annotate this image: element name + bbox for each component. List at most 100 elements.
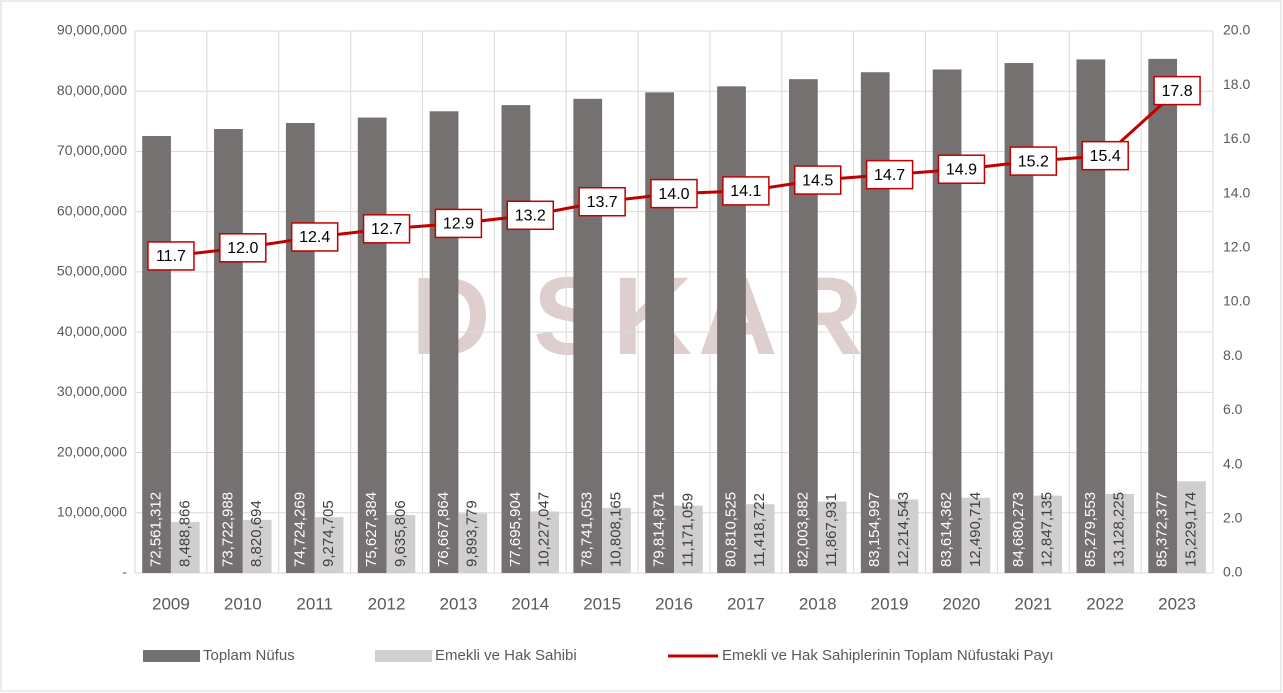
bar (860, 72, 890, 573)
bar (817, 501, 847, 573)
data-label-box (506, 200, 555, 231)
data-label: 12.4 (299, 229, 330, 246)
data-label-box (1081, 140, 1129, 171)
bar (1033, 495, 1063, 573)
data-label: 17.8 (1161, 83, 1192, 100)
x-tick-label: 2013 (439, 594, 477, 613)
x-tick-label: 2019 (871, 594, 909, 613)
legend-swatch (143, 650, 200, 662)
y2-tick-label: 12.0 (1223, 239, 1250, 255)
y2-tick-label: 20.0 (1223, 22, 1250, 38)
bar-value-label: 11,418,722 (751, 493, 768, 567)
y-tick-label: 20,000,000 (57, 443, 127, 459)
legend-swatch (375, 650, 432, 662)
bar (717, 86, 746, 573)
bar (645, 92, 674, 574)
y-tick-label: 30,000,000 (57, 383, 127, 399)
data-label: 14.7 (874, 167, 905, 184)
bar-value-label: 72,561,312 (148, 492, 165, 567)
data-label-box (290, 222, 339, 252)
x-tick-label: 2018 (799, 594, 837, 613)
bar (573, 98, 603, 573)
bar-value-label: 82,003,882 (794, 492, 811, 567)
bar-value-label: 78,741,053 (579, 492, 596, 567)
bar (357, 117, 387, 573)
legend-label: Emekli ve Hak Sahiplerinin Toplam Nüfust… (722, 647, 1054, 664)
bar (889, 499, 919, 573)
y-tick-label: 50,000,000 (57, 263, 127, 279)
bar-value-label: 77,695,904 (507, 492, 524, 567)
data-label-box (650, 178, 698, 209)
data-label: 11.7 (156, 248, 186, 265)
data-label: 15.4 (1090, 148, 1121, 165)
data-label: 13.2 (515, 207, 546, 224)
y2-tick-label: 4.0 (1223, 455, 1243, 471)
x-tick-label: 2020 (943, 594, 981, 613)
bar (1148, 58, 1178, 573)
bar (386, 514, 416, 573)
y-tick-label: 90,000,000 (57, 22, 127, 38)
bar-value-label: 9,893,779 (464, 500, 481, 567)
x-tick-label: 2015 (583, 594, 621, 613)
bar (170, 521, 200, 573)
y-tick-label: 10,000,000 (57, 503, 127, 519)
bar-value-label: 74,724,269 (291, 492, 308, 567)
x-tick-label: 2016 (655, 594, 693, 613)
data-label-box (362, 214, 411, 244)
bar-value-label: 80,810,525 (722, 492, 739, 567)
y2-tick-label: 0.0 (1223, 564, 1243, 580)
y2-tick-label: 2.0 (1223, 510, 1243, 526)
y2-tick-label: 6.0 (1223, 401, 1243, 417)
bar-value-label: 12,490,714 (967, 492, 984, 567)
bar (602, 507, 631, 573)
bar-value-label: 13,128,225 (1111, 492, 1128, 567)
y2-tick-label: 14.0 (1223, 184, 1250, 200)
bar (1177, 481, 1206, 573)
x-tick-label: 2023 (1158, 594, 1196, 613)
bar (788, 79, 818, 574)
data-label: 14.9 (946, 161, 977, 178)
y2-tick-label: 10.0 (1223, 293, 1250, 309)
watermark: DiSKAR (411, 255, 869, 378)
data-label: 14.1 (730, 183, 761, 200)
bar (1105, 493, 1134, 573)
y-tick-label: - (122, 564, 127, 580)
data-label-box (1153, 75, 1201, 106)
bar-value-label: 8,820,694 (248, 500, 265, 567)
data-label-box (937, 154, 986, 184)
bar-value-label: 83,614,362 (938, 492, 955, 567)
data-label-box (1009, 146, 1058, 176)
data-label-box (793, 165, 842, 195)
y-tick-label: 60,000,000 (57, 202, 127, 218)
bar (932, 69, 962, 573)
y2-tick-label: 18.0 (1223, 76, 1250, 92)
data-label-box (578, 186, 626, 217)
bar-value-label: 9,635,806 (392, 500, 409, 567)
bar-value-label: 11,171,059 (679, 493, 696, 567)
data-label: 15.2 (1018, 153, 1049, 170)
bar-value-label: 11,867,931 (823, 493, 840, 567)
bar (745, 504, 775, 573)
x-tick-label: 2009 (152, 594, 190, 613)
bar (285, 122, 315, 574)
bar (961, 497, 991, 573)
data-label-box (219, 233, 267, 263)
bar-value-label: 76,667,864 (435, 492, 452, 567)
data-label-box (722, 176, 770, 206)
bar (530, 511, 560, 573)
x-tick-label: 2022 (1086, 594, 1124, 613)
bar-value-label: 15,229,174 (1182, 492, 1199, 567)
y-tick-label: 70,000,000 (57, 142, 127, 158)
y-tick-label: 80,000,000 (57, 82, 127, 98)
data-label: 12.0 (227, 240, 258, 257)
data-label: 13.7 (587, 194, 618, 211)
data-label: 14.5 (802, 172, 833, 189)
bar-value-label: 83,154,997 (866, 492, 883, 567)
bar-value-label: 85,372,377 (1154, 492, 1171, 567)
bar-value-label: 79,814,871 (651, 492, 668, 567)
data-label-box (147, 241, 195, 271)
x-tick-label: 2011 (296, 594, 333, 613)
bar-value-label: 10,227,047 (536, 492, 553, 567)
bar-value-label: 10,808,165 (607, 492, 624, 567)
bar (429, 111, 459, 573)
